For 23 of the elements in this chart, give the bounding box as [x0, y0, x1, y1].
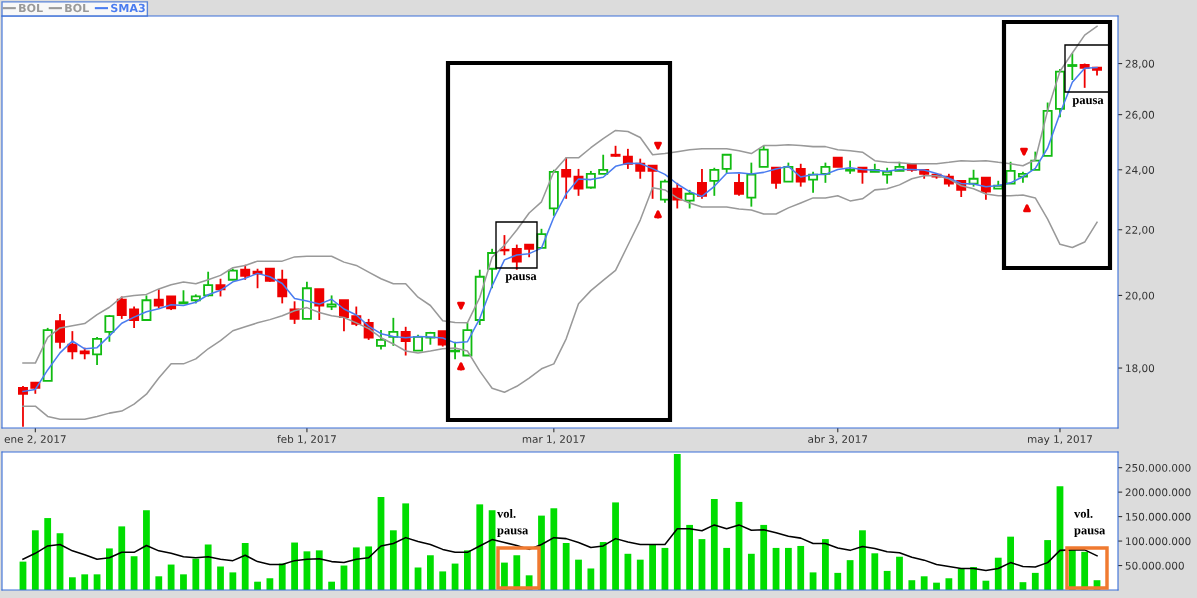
- y-tick-label: 24,00: [1125, 166, 1155, 175]
- x-tick-label: abr 3, 2017: [808, 434, 868, 445]
- legend-label: BOL: [19, 3, 43, 13]
- y-tick-label: 250.000.000: [1125, 463, 1191, 472]
- y-tick-label: 150.000.000: [1126, 512, 1191, 521]
- x-tick-label: may 1, 2017: [1028, 435, 1092, 446]
- y-tick-label: 20,00: [1125, 291, 1155, 301]
- legend-label: BOL: [65, 3, 89, 13]
- y-tick-label: 22,00: [1125, 225, 1155, 235]
- annotation: vol. pausa: [497, 509, 529, 537]
- x-tick-label: mar 1, 2017: [522, 435, 585, 445]
- legend-label: SMA3: [111, 3, 145, 13]
- y-tick-label: 28,00: [1125, 59, 1155, 69]
- y-tick-label: 50.000.000: [1125, 561, 1184, 570]
- x-tick-label: feb 1, 2017: [277, 434, 336, 445]
- x-tick-label: ene 2, 2017: [4, 435, 66, 445]
- annotation: pausa: [1072, 98, 1104, 107]
- y-tick-label: 18,00: [1126, 364, 1155, 374]
- y-tick-label: 26,00: [1125, 110, 1155, 120]
- y-tick-label: 200.000.000: [1125, 488, 1191, 497]
- y-tick-label: 100.000.000: [1126, 537, 1191, 546]
- annotation: pausa: [505, 274, 537, 283]
- annotation: vol. pausa: [1074, 509, 1106, 537]
